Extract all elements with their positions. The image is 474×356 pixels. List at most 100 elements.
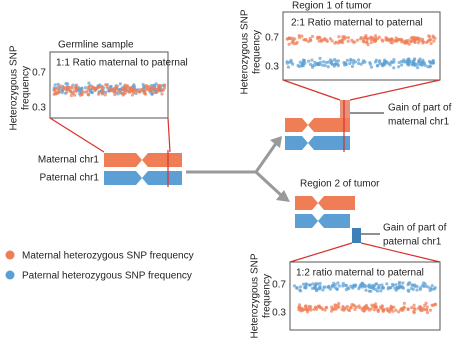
snp-dot bbox=[366, 284, 370, 288]
snp-dot bbox=[433, 286, 437, 290]
snp-dots bbox=[52, 81, 167, 98]
snp-dot bbox=[405, 60, 409, 64]
snp-dot bbox=[353, 40, 357, 44]
chromosome-label: Paternal chr1 bbox=[40, 173, 100, 184]
snp-dot bbox=[310, 34, 315, 39]
snp-dot bbox=[61, 87, 66, 91]
snp-dot bbox=[86, 92, 90, 97]
snp-dot bbox=[365, 40, 369, 44]
snp-dot bbox=[372, 308, 376, 312]
snp-dot bbox=[85, 90, 89, 94]
snp-dot bbox=[389, 286, 393, 290]
snp-dot bbox=[373, 302, 378, 306]
snp-dot bbox=[395, 287, 399, 291]
snp-dot bbox=[151, 90, 155, 94]
snp-dot bbox=[324, 305, 328, 310]
snp-dot bbox=[300, 34, 304, 38]
snp-dot bbox=[409, 286, 413, 291]
snp-dot bbox=[353, 284, 357, 288]
snp-dot bbox=[145, 84, 149, 88]
snp-dot bbox=[374, 58, 378, 62]
snp-dot bbox=[147, 86, 151, 91]
snp-dot bbox=[392, 57, 396, 62]
snp-dot bbox=[363, 285, 367, 289]
maternal-chromosome bbox=[295, 196, 355, 210]
snp-dot bbox=[60, 90, 64, 95]
snp-dot bbox=[303, 285, 307, 290]
region2-panel: 1:2 ratio maternal to paternal 0.7 0.3 H… bbox=[250, 242, 441, 339]
snp-dot bbox=[420, 39, 425, 43]
snp-dot bbox=[341, 281, 345, 286]
snp-dot bbox=[332, 281, 336, 285]
snp-dot bbox=[75, 86, 80, 90]
snp-dot bbox=[407, 289, 411, 293]
snp-dot bbox=[309, 308, 313, 312]
snp-dot bbox=[132, 83, 136, 87]
snp-dot bbox=[345, 304, 349, 309]
snp-dot bbox=[349, 59, 353, 63]
snp-dot bbox=[156, 87, 160, 91]
snp-dot bbox=[304, 304, 308, 308]
snp-dot bbox=[369, 41, 373, 45]
chromosome-label: Maternal chr1 bbox=[38, 155, 100, 166]
snp-dot bbox=[347, 308, 352, 313]
snp-dot bbox=[362, 306, 366, 310]
snp-dot bbox=[309, 305, 313, 309]
snp-dot bbox=[336, 64, 340, 68]
snp-dot bbox=[121, 93, 125, 97]
snp-dot bbox=[336, 59, 341, 63]
snp-dot bbox=[103, 93, 107, 97]
snp-dot bbox=[346, 36, 351, 40]
snp-dot bbox=[123, 91, 127, 95]
snp-dot bbox=[101, 89, 105, 93]
snp-dot bbox=[325, 39, 329, 43]
snp-dot bbox=[385, 307, 389, 311]
snp-dot bbox=[70, 86, 74, 90]
snp-dot bbox=[58, 84, 62, 88]
snp-dot bbox=[433, 36, 437, 40]
snp-dot bbox=[289, 58, 293, 63]
snp-dot bbox=[337, 35, 341, 39]
snp-dot bbox=[316, 62, 320, 67]
snp-dot bbox=[382, 61, 387, 65]
snp-dot bbox=[349, 284, 353, 288]
snp-dot bbox=[125, 85, 129, 89]
snp-dot bbox=[303, 37, 308, 42]
snp-dot bbox=[318, 56, 322, 60]
snp-dot bbox=[402, 306, 406, 310]
snp-dot bbox=[295, 286, 299, 290]
snp-dot bbox=[317, 35, 322, 39]
snp-dot bbox=[406, 63, 411, 67]
zoom-line bbox=[349, 79, 441, 101]
snp-dot bbox=[358, 285, 362, 289]
snp-dot bbox=[413, 284, 417, 288]
annotation: paternal chr1 bbox=[383, 237, 442, 248]
snp-dot bbox=[375, 64, 379, 68]
snp-dot bbox=[352, 58, 356, 62]
zoom-line bbox=[360, 242, 441, 263]
snp-dot bbox=[348, 61, 352, 66]
snp-dot bbox=[95, 86, 99, 90]
snp-dot bbox=[365, 37, 369, 41]
snp-dot bbox=[328, 58, 332, 62]
snp-dot bbox=[364, 303, 369, 307]
panel-title: Germline sample bbox=[58, 40, 134, 51]
snp-dot bbox=[392, 66, 396, 70]
snp-dot bbox=[427, 35, 432, 39]
snp-dot bbox=[301, 307, 305, 312]
panel-title: Region 1 of tumor bbox=[292, 1, 372, 12]
snp-dot bbox=[313, 305, 318, 309]
snp-dot bbox=[351, 303, 356, 307]
snp-dot bbox=[72, 89, 77, 93]
snp-dot bbox=[137, 90, 142, 94]
snp-dot bbox=[413, 36, 417, 40]
snp-dot bbox=[386, 286, 391, 290]
snp-dot bbox=[424, 40, 429, 45]
zoom-line bbox=[282, 79, 341, 101]
tick-label: 0.7 bbox=[272, 280, 286, 291]
axis-label: frequency bbox=[252, 30, 263, 74]
axis-label: Heterozygous SNP bbox=[9, 45, 20, 130]
snp-dot bbox=[323, 36, 327, 41]
snp-dot bbox=[425, 311, 430, 315]
snp-dot bbox=[373, 34, 378, 38]
